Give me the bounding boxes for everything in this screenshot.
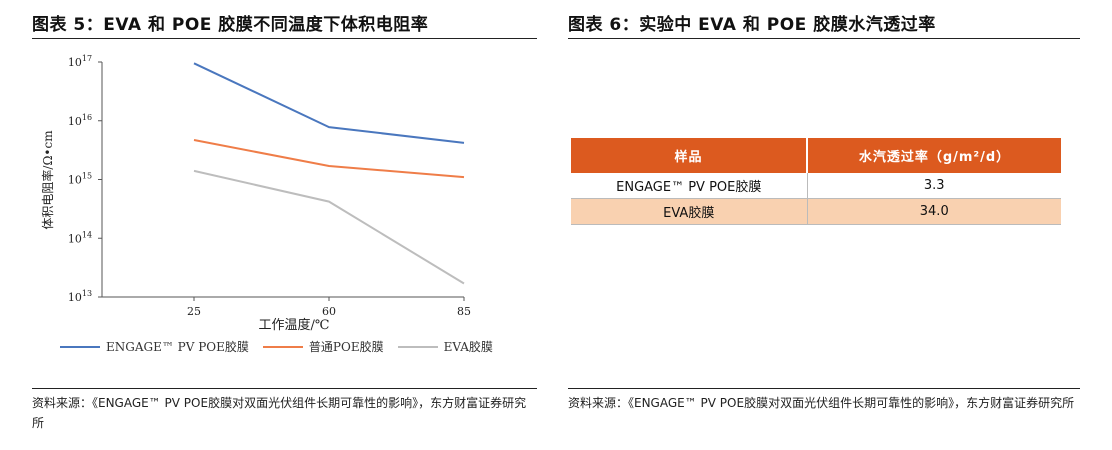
y-tick-label: 1014 xyxy=(68,230,92,245)
legend-item: ENGAGE™ PV POE胶膜 xyxy=(60,338,249,355)
x-tick-label: 60 xyxy=(322,305,336,318)
table-cell: EVA胶膜 xyxy=(571,198,807,225)
source-divider xyxy=(32,388,537,389)
legend-swatch xyxy=(262,345,303,348)
series-line xyxy=(193,169,465,285)
vapor-transmission-table: 样品 水汽透过率（g/m²/d） ENGAGE™ PV POE胶膜 3.3 EV… xyxy=(571,138,1061,225)
y-ticks: 1013 1014 1015 1016 1017 xyxy=(68,54,102,304)
x-axis-label: 工作温度/℃ xyxy=(259,317,330,333)
y-tick-label: 1017 xyxy=(68,54,92,69)
left-panel: 图表 5：EVA 和 POE 胶膜不同温度下体积电阻率 1013 1014 1015… xyxy=(32,0,537,450)
right-panel: 图表 6：实验中 EVA 和 POE 胶膜水汽透过率 样品 水汽透过率（g/m²… xyxy=(568,0,1080,450)
legend-label: EVA胶膜 xyxy=(443,340,493,354)
header-transmission-rate: 水汽透过率（g/m²/d） xyxy=(806,138,1061,173)
legend-label: 普通POE胶膜 xyxy=(308,340,384,354)
series-lines xyxy=(193,62,465,285)
y-tick-label: 1016 xyxy=(68,113,92,128)
table-cell: ENGAGE™ PV POE胶膜 xyxy=(571,173,807,199)
table-row: ENGAGE™ PV POE胶膜 3.3 xyxy=(571,173,1061,199)
y-axis-label: 体积电阻率/Ω•cm xyxy=(40,130,55,230)
line-chart: 1013 1014 1015 1016 1017 25 60 85 体积电阻率/Ω•cm 工… xyxy=(40,54,471,333)
x-tick-label: 25 xyxy=(187,305,201,318)
y-tick-label: 1013 xyxy=(68,289,92,304)
title-divider xyxy=(32,38,537,39)
source-note: 资料来源：《ENGAGE™ PV POE胶膜对双面光伏组件长期可靠性的影响》，东… xyxy=(568,396,1075,410)
series-line xyxy=(193,139,465,179)
header-sample: 样品 xyxy=(571,138,807,173)
series-line xyxy=(193,62,465,144)
y-tick-label: 1015 xyxy=(68,172,92,187)
legend-item: EVA胶膜 xyxy=(397,338,493,355)
table-row: EVA胶膜 34.0 xyxy=(571,198,1061,225)
title-divider xyxy=(568,38,1080,39)
legend-swatch xyxy=(60,345,100,348)
source-note: 资料来源：《ENGAGE™ PV POE胶膜对双面光伏组件长期可靠性的影响》，东… xyxy=(32,396,527,430)
table-cell: 34.0 xyxy=(806,198,1061,225)
x-ticks: 25 60 85 xyxy=(187,297,471,318)
x-tick-label: 85 xyxy=(457,305,471,318)
legend-item: 普通POE胶膜 xyxy=(262,338,384,355)
figure-title: 图表 5：EVA 和 POE 胶膜不同温度下体积电阻率 xyxy=(32,15,429,35)
source-divider xyxy=(568,388,1080,389)
chart-legend: ENGAGE™ PV POE胶膜 普通POE胶膜 EVA胶膜 xyxy=(60,338,493,355)
legend-label: ENGAGE™ PV POE胶膜 xyxy=(106,340,249,354)
table-cell: 3.3 xyxy=(806,173,1061,199)
figure-title: 图表 6：实验中 EVA 和 POE 胶膜水汽透过率 xyxy=(568,15,936,35)
legend-swatch xyxy=(397,345,438,348)
table-header-row: 样品 水汽透过率（g/m²/d） xyxy=(571,138,1061,173)
